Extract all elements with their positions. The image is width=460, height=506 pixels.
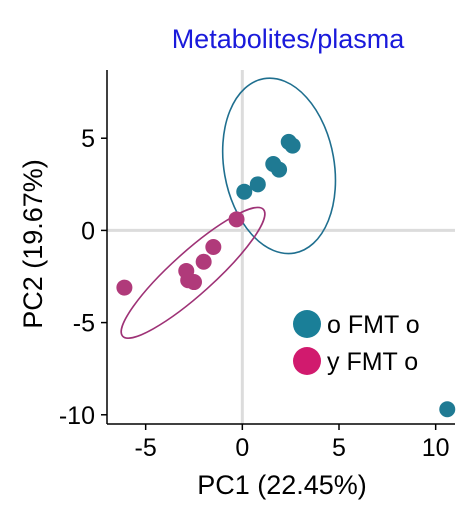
x-tick-label: 0 [235, 434, 249, 462]
x-tick-label: 5 [332, 434, 346, 462]
x-axis-label: PC1 (22.45%) [197, 470, 367, 500]
y-tick-label: 0 [81, 217, 95, 245]
axes [106, 70, 455, 425]
y-axis-label: PC2 (19.67%) [18, 159, 48, 329]
ellipse-o-fmt-o [221, 77, 337, 255]
legend-marker-o-fmt-o [293, 310, 321, 338]
y-axis-ticks: 5 0 -5 -10 [59, 125, 107, 430]
data-point-y-fmt-o-5 [205, 239, 222, 255]
data-point-y-fmt-o-4 [195, 253, 212, 270]
y-tick-label: -5 [73, 310, 95, 338]
data-point-y-fmt-o-3 [186, 274, 202, 291]
x-tick-label: 10 [422, 434, 450, 462]
data-point-o-fmt-o-5 [284, 137, 301, 154]
legend-label-o-fmt-o: o FMT o [327, 311, 420, 339]
data-points [116, 133, 456, 418]
y-tick-label: -10 [59, 402, 95, 430]
legend: o FMT o y FMT o [293, 310, 420, 376]
y-tick-label: 5 [81, 125, 95, 153]
data-point-y-fmt-o-6 [228, 211, 245, 228]
data-point-y-fmt-o-0 [116, 279, 133, 296]
legend-marker-y-fmt-o [293, 347, 321, 375]
legend-label-y-fmt-o: y FMT o [327, 348, 418, 376]
confidence-ellipses [120, 77, 337, 339]
chart-title: Metabolites/plasma [172, 24, 406, 54]
data-point-o-fmt-o-3 [271, 161, 288, 178]
data-point-o-fmt-o-1 [249, 176, 266, 193]
zero-lines [107, 70, 455, 424]
data-point-o-fmt-o-0 [236, 183, 253, 200]
data-point-o-fmt-o-6 [439, 401, 456, 418]
x-tick-label: -5 [135, 434, 157, 462]
x-axis-ticks: -5 0 5 10 [135, 424, 450, 462]
ellipse-y-fmt-o [120, 206, 266, 339]
